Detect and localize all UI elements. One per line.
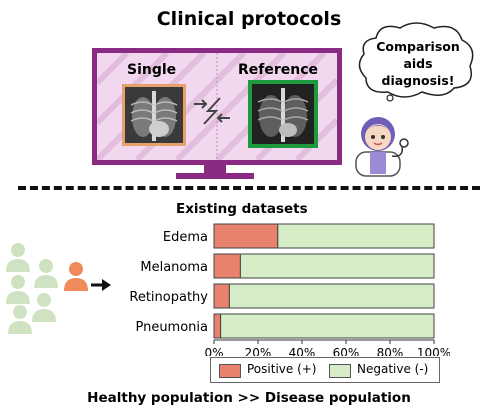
x-tick-label: 0% — [204, 346, 223, 356]
category-label-edema: Edema — [163, 230, 208, 245]
disease-person-icon — [64, 262, 88, 291]
bar-positive-melanoma — [213, 253, 241, 279]
healthy-person-icon — [34, 259, 58, 288]
x-tick-label: 40% — [289, 346, 316, 356]
bar-negative-edema — [277, 223, 435, 249]
healthy-person-icon — [6, 243, 30, 272]
category-label-melanoma: Melanoma — [140, 260, 208, 275]
caption: Healthy population >> Disease population — [87, 390, 411, 406]
healthy-person-icon — [32, 293, 56, 322]
bar-positive-retinopathy — [213, 283, 230, 309]
speech-bubble-text: Comparison aids diagnosis! — [368, 38, 468, 89]
bar-positive-edema — [213, 223, 279, 249]
legend-negative-label: Negative (-) — [357, 362, 429, 376]
monitor-stand — [204, 160, 226, 174]
category-label-pneumonia: Pneumonia — [135, 320, 208, 335]
bar-negative-pneumonia — [220, 313, 435, 339]
chest-xray-icon — [125, 87, 183, 143]
speech-line-2: aids — [403, 56, 433, 71]
datasets-title: Existing datasets — [176, 201, 308, 217]
healthy-person-icon — [6, 275, 30, 304]
legend-positive-swatch — [219, 364, 241, 378]
legend-positive-label: Positive (+) — [247, 362, 317, 376]
chest-xray-icon — [252, 84, 314, 144]
section-divider — [18, 186, 480, 190]
reference-xray-image — [248, 80, 318, 148]
x-tick-label: 80% — [377, 346, 404, 356]
bar-negative-melanoma — [239, 253, 435, 279]
arrow-right-icon — [91, 279, 111, 291]
single-xray-image — [122, 84, 186, 146]
healthy-person-icon — [8, 305, 32, 334]
page-title: Clinical protocols — [156, 8, 342, 30]
category-label-retinopathy: Retinopathy — [129, 290, 208, 305]
bar-negative-retinopathy — [228, 283, 435, 309]
dataset-stacked-bar-chart: Edema Melanoma Retinopathy Pneumonia 0% 20% 40… — [129, 223, 450, 356]
x-tick-label: 20% — [245, 346, 272, 356]
single-label: Single — [127, 62, 177, 78]
population-people-icon — [6, 243, 88, 334]
speech-bubble — [358, 22, 474, 102]
monitor-base — [176, 173, 254, 179]
speech-line-3: diagnosis! — [381, 73, 455, 88]
doctor-icon — [355, 117, 409, 177]
speech-line-1: Comparison — [376, 39, 460, 54]
legend-negative-swatch — [329, 364, 351, 378]
x-tick-label: 60% — [333, 346, 360, 356]
bar-positive-pneumonia — [213, 313, 222, 339]
chart-legend: Positive (+) Negative (-) — [210, 357, 440, 383]
compare-arrows-icon — [194, 97, 230, 125]
x-tick-label: 100% — [417, 346, 450, 356]
reference-label: Reference — [238, 62, 319, 78]
